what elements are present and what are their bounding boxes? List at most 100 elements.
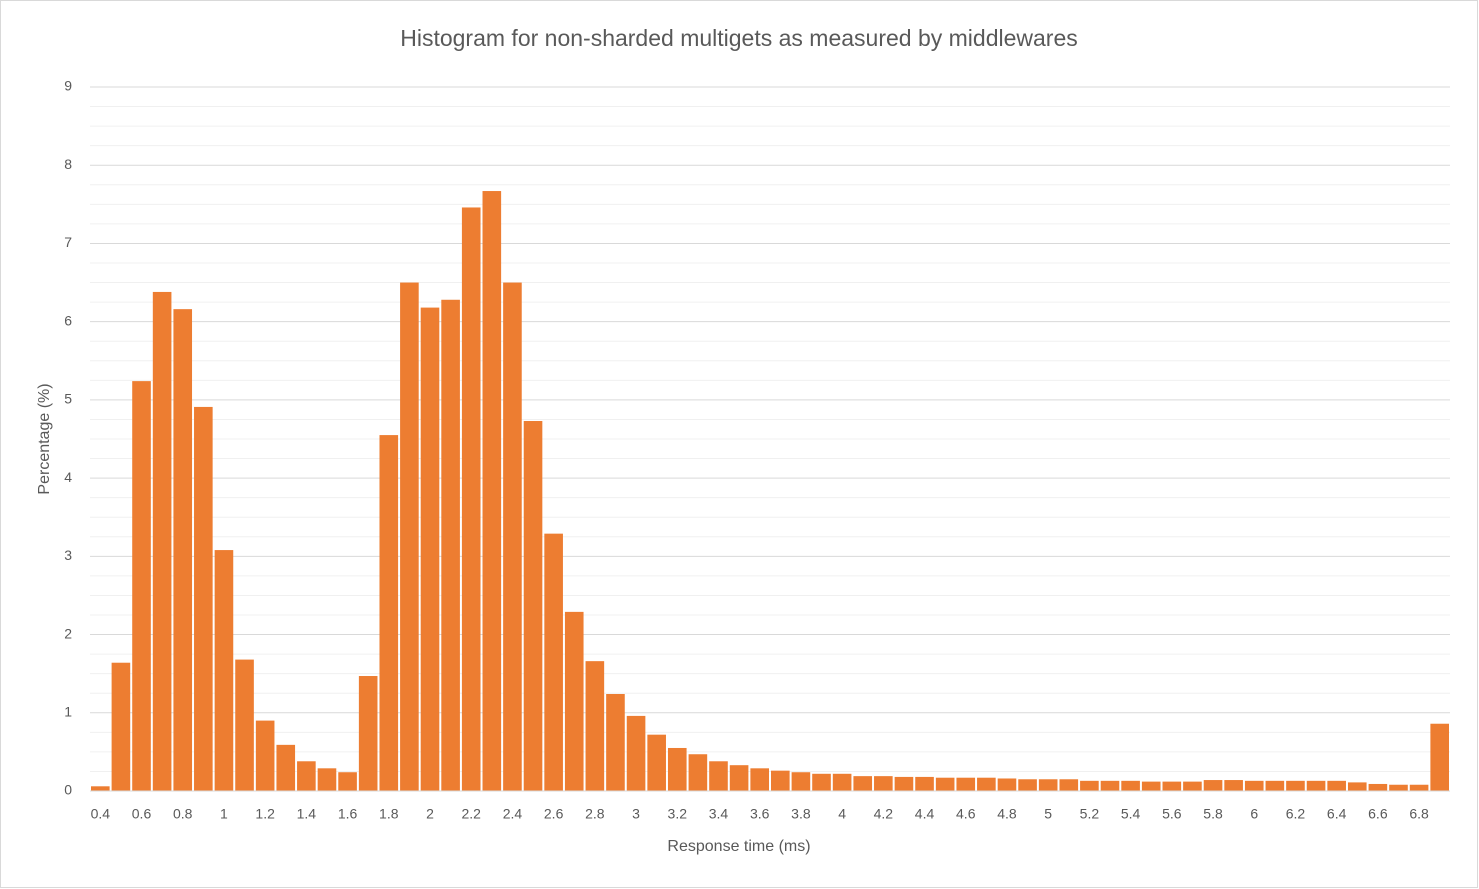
x-tick-label: 2.2 <box>461 806 481 822</box>
y-tick-label: 6 <box>64 312 72 328</box>
bar <box>1018 779 1037 791</box>
y-tick-label: 4 <box>64 469 72 485</box>
bar <box>173 309 193 791</box>
bar <box>1224 780 1243 791</box>
bar <box>379 435 399 791</box>
chart-title: Histogram for non-sharded multigets as m… <box>400 25 1078 51</box>
bar <box>853 776 873 791</box>
x-tick-label: 5.8 <box>1203 806 1223 822</box>
x-tick-label: 0.4 <box>91 806 111 822</box>
bar <box>1100 780 1120 791</box>
x-tick-label: 4.2 <box>874 806 894 822</box>
x-tick-label: 1 <box>220 806 228 822</box>
x-tick-label: 6.6 <box>1368 806 1388 822</box>
bar <box>1038 779 1058 791</box>
y-tick-label: 2 <box>64 625 72 641</box>
bar <box>1306 780 1326 791</box>
bar <box>709 761 728 791</box>
bar <box>997 778 1017 791</box>
x-tick-label: 3.4 <box>709 806 729 822</box>
y-axis-label: Percentage (%) <box>36 383 53 494</box>
bar <box>1183 781 1202 791</box>
bar <box>1389 784 1408 791</box>
bar <box>194 406 213 791</box>
bar <box>791 772 811 791</box>
x-tick-label: 2.6 <box>544 806 564 822</box>
x-tick-label: 3.2 <box>668 806 688 822</box>
bar <box>1286 780 1305 791</box>
bar <box>503 282 522 791</box>
bar <box>1141 781 1161 791</box>
bar <box>1059 779 1079 791</box>
bar <box>771 770 790 791</box>
x-tick-label: 5.6 <box>1162 806 1182 822</box>
bar <box>832 773 852 791</box>
bar <box>956 777 976 791</box>
x-tick-label: 6.8 <box>1409 806 1429 822</box>
bar <box>894 776 914 791</box>
bar <box>132 381 151 791</box>
bar <box>915 776 934 791</box>
bar <box>214 550 234 791</box>
bar <box>1430 723 1449 791</box>
y-tick-label: 1 <box>64 703 72 719</box>
x-tick-label: 2.8 <box>585 806 605 822</box>
bar <box>235 659 254 791</box>
bar <box>461 207 481 791</box>
bar <box>255 720 275 791</box>
bar <box>874 776 893 791</box>
bar <box>91 786 110 791</box>
x-tick-label: 6.4 <box>1327 806 1347 822</box>
x-tick-label: 3 <box>632 806 640 822</box>
bar <box>317 768 337 791</box>
bar <box>1265 780 1285 791</box>
bar <box>544 533 563 791</box>
y-tick-label: 5 <box>64 391 72 407</box>
bar <box>1409 784 1429 791</box>
bar <box>1327 780 1346 791</box>
bar <box>152 291 172 791</box>
bar <box>1121 780 1140 791</box>
bar <box>1203 780 1223 791</box>
x-tick-label: 5.4 <box>1121 806 1141 822</box>
x-tick-label: 1.4 <box>297 806 317 822</box>
x-tick-label: 5 <box>1044 806 1052 822</box>
x-tick-label: 2 <box>426 806 434 822</box>
x-tick-label: 0.8 <box>173 806 193 822</box>
x-axis-label: Response time (ms) <box>667 838 810 855</box>
bar <box>564 611 584 791</box>
bar <box>1347 782 1367 791</box>
x-tick-label: 4.6 <box>956 806 976 822</box>
bar <box>1162 781 1182 791</box>
bar <box>812 773 831 791</box>
x-tick-label: 4 <box>838 806 846 822</box>
bar <box>297 761 316 791</box>
bar <box>1368 783 1388 791</box>
bar <box>441 299 460 791</box>
x-tick-label: 1.6 <box>338 806 358 822</box>
y-tick-label: 3 <box>64 547 72 563</box>
x-tick-label: 3.8 <box>791 806 811 822</box>
bar <box>750 768 769 791</box>
x-tick-label: 4.4 <box>915 806 935 822</box>
bar <box>606 694 625 791</box>
bar <box>338 772 357 791</box>
bar <box>977 777 996 791</box>
bar <box>667 747 687 791</box>
bar <box>111 662 131 791</box>
bar <box>1080 780 1099 791</box>
x-tick-label: 1.2 <box>255 806 275 822</box>
x-tick-label: 0.6 <box>132 806 152 822</box>
bar <box>400 282 419 791</box>
bar <box>688 754 708 791</box>
x-tick-label: 2.4 <box>503 806 523 822</box>
x-tick-label: 1.8 <box>379 806 399 822</box>
bar <box>626 715 646 791</box>
bar <box>358 676 378 791</box>
x-tick-label: 4.8 <box>997 806 1017 822</box>
bar <box>935 777 955 791</box>
x-tick-label: 3.6 <box>750 806 770 822</box>
x-tick-label: 6.2 <box>1286 806 1306 822</box>
bar <box>523 421 543 791</box>
